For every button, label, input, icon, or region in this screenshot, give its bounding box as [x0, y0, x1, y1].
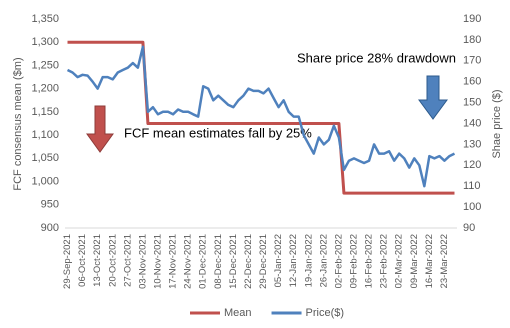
y-tick-label: 900 [41, 222, 59, 234]
x-tick-label: 23-Mar-2022 [439, 234, 450, 288]
x-tick-label: 16-Mar-2022 [424, 234, 435, 288]
series-line [67, 40, 455, 195]
x-tick-label: 06-Oct-2021 [77, 234, 88, 287]
y-tick-label: 1,000 [31, 175, 59, 187]
x-tick-label: 13-Oct-2021 [92, 234, 103, 287]
annotation: FCF mean estimates fall by 25% [124, 125, 312, 140]
y-tick-label: 1,250 [31, 59, 59, 71]
y-tick-label: 1,200 [31, 83, 59, 95]
x-tick-label: 23-Feb-2022 [379, 234, 390, 288]
x-tick-label: 15-Dec-2021 [228, 234, 239, 289]
y2-axis-title: Shae price ($) [491, 89, 503, 158]
y2-tick-label: 170 [463, 55, 481, 67]
y-tick-label: 1,050 [31, 152, 59, 164]
x-tick-label: 02-Mar-2022 [394, 234, 405, 288]
x-tick-label: 12-Jan-2022 [288, 234, 299, 287]
y-tick-label: 1,100 [31, 129, 59, 141]
x-tick-label: 29-Dec-2021 [258, 234, 269, 289]
y2-tick-label: 150 [463, 97, 481, 109]
x-tick-label: 02-Feb-2022 [333, 234, 344, 288]
y-tick-label: 1,150 [31, 106, 59, 118]
series-line [66, 45, 456, 188]
x-tick-label: 01-Dec-2021 [198, 234, 209, 289]
y2-tick-label: 190 [463, 13, 481, 25]
y2-tick-label: 120 [463, 159, 481, 171]
x-tick-label: 26-Jan-2022 [318, 234, 329, 287]
x-tick-label: 10-Nov-2021 [152, 234, 163, 289]
y2-tick-label: 130 [463, 138, 481, 150]
x-tick-label: 05-Jan-2022 [273, 234, 284, 287]
x-tick-label: 17-Nov-2021 [168, 234, 179, 289]
y-tick-label: 1,350 [31, 13, 59, 25]
y-tick-label: 950 [41, 199, 59, 211]
legend-label: Price($) [306, 307, 345, 319]
x-tick-label: 16-Feb-2022 [364, 234, 375, 288]
y2-tick-label: 110 [463, 180, 481, 192]
annotation: Share price 28% drawdown [297, 50, 456, 65]
y2-tick-label: 160 [463, 76, 481, 88]
x-tick-label: 22-Dec-2021 [243, 234, 254, 289]
x-tick-label: 09-Feb-2022 [348, 234, 359, 288]
x-tick-label: 24-Nov-2021 [183, 234, 194, 289]
x-tick-label: 20-Oct-2021 [107, 234, 118, 287]
x-tick-label: 08-Dec-2021 [213, 234, 224, 289]
x-tick-label: 27-Oct-2021 [122, 234, 133, 287]
y2-tick-label: 100 [463, 201, 481, 213]
y2-tick-label: 140 [463, 117, 481, 129]
x-tick-label: 19-Jan-2022 [303, 234, 314, 287]
y-axis-title: FCF consensus mean ($m) [12, 57, 24, 190]
x-tick-label: 03-Nov-2021 [137, 234, 148, 289]
y-tick-label: 1,300 [31, 36, 59, 48]
x-tick-label: 29-Sep-2021 [62, 234, 73, 289]
x-tick-label: 09-Mar-2022 [409, 234, 420, 288]
red-arrow [86, 105, 114, 153]
legend-label: Mean [224, 307, 252, 319]
blue-arrow [418, 75, 448, 120]
y2-tick-label: 180 [463, 34, 481, 46]
y2-tick-label: 90 [463, 222, 475, 234]
